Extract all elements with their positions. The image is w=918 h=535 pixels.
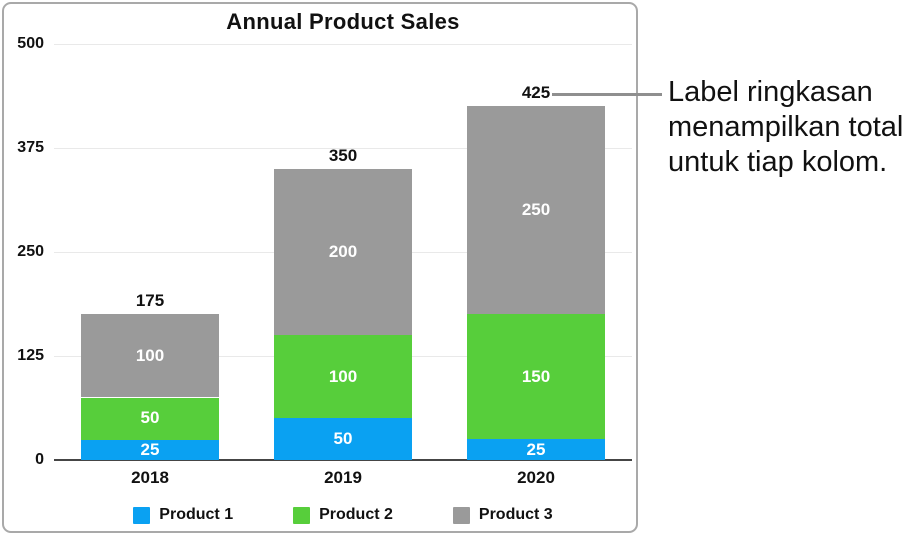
callout-line-2: menampilkan total <box>668 111 904 143</box>
legend-item-product-2: Product 2 <box>293 506 393 524</box>
legend-swatch-icon <box>133 506 151 524</box>
chart-frame <box>2 2 638 533</box>
callout-connector-line <box>552 93 662 96</box>
legend-label: Product 1 <box>159 506 234 523</box>
callout-line-3: untuk tiap kolom. <box>668 146 888 178</box>
legend-swatch-icon <box>293 506 311 524</box>
legend-label: Product 2 <box>319 506 393 523</box>
legend-item-product-1: Product 1 <box>133 506 233 524</box>
callout-text: Label ringkasan menampilkan total untuk … <box>668 75 903 180</box>
chart-legend: Product 1 Product 2 Product 3 <box>54 506 632 524</box>
legend-label: Product 3 <box>478 506 553 523</box>
chart-title: Annual Product Sales <box>226 9 460 34</box>
legend-item-product-3: Product 3 <box>452 506 553 524</box>
legend-swatch-icon <box>452 506 470 524</box>
callout-line-1: Label ringkasan <box>668 76 873 108</box>
